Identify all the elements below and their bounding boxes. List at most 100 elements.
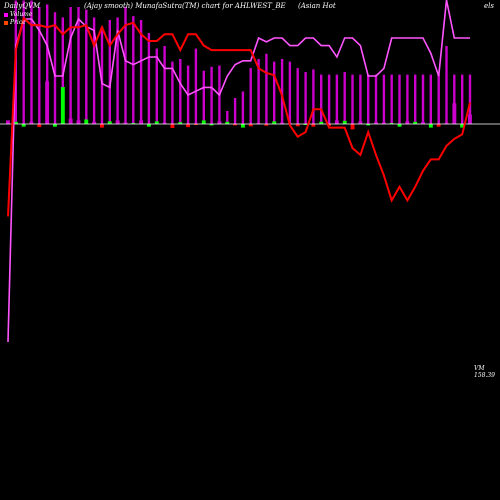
volume-bar: [288, 61, 292, 124]
oscillator-bar: [100, 124, 104, 128]
volume-bar: [437, 74, 440, 124]
oscillator-bar: [84, 119, 89, 124]
volume-bar: [265, 53, 268, 124]
oscillator-bar: [29, 121, 34, 125]
oscillator-bar: [186, 124, 190, 128]
oscillator-bar: [225, 121, 230, 125]
volume-bar: [359, 74, 362, 124]
legend-price: Price: [4, 19, 26, 26]
volume-bar: [100, 26, 104, 124]
oscillator-bar: [6, 120, 10, 124]
volume-bar: [233, 98, 237, 124]
volume-bar: [351, 74, 354, 124]
oscillator-bar: [468, 114, 472, 124]
volume-bar: [367, 74, 370, 124]
oscillator-bar: [201, 120, 206, 124]
volume-bar: [445, 46, 448, 124]
oscillator-bar: [170, 124, 175, 128]
volume-bar: [273, 61, 276, 124]
oscillator-bar: [68, 118, 73, 124]
volume-bar: [335, 74, 339, 124]
oscillator-bar: [60, 87, 65, 124]
volume-bar: [461, 74, 464, 124]
oscillator-bar: [162, 122, 167, 125]
volume-bar: [155, 48, 158, 124]
oscillator-bar: [460, 124, 465, 128]
volume-bar: [453, 74, 456, 124]
volume-bar: [414, 74, 417, 124]
volume-bar: [226, 111, 229, 124]
volume-bar: [147, 33, 151, 124]
volume-bar: [241, 91, 245, 124]
oscillator-bar: [115, 120, 120, 124]
volume-bar: [171, 61, 174, 124]
oscillator-bar: [45, 81, 50, 125]
oscillator-bar: [147, 124, 151, 127]
oscillator-bar: [241, 124, 245, 128]
chart-title-left: DailyQVM: [4, 2, 41, 10]
oscillator-bar: [13, 121, 18, 125]
volume-bar: [163, 46, 166, 124]
legend-volume-swatch: [4, 12, 8, 17]
volume-bar: [179, 59, 182, 124]
oscillator-bar: [436, 124, 441, 127]
volume-bar: [132, 16, 135, 125]
volume-bar: [124, 7, 127, 124]
oscillator-bar: [139, 120, 144, 124]
oscillator-bar: [358, 121, 363, 124]
volume-bar: [249, 68, 252, 124]
legend-volume-label: Volume: [10, 11, 33, 18]
volume-bar: [38, 7, 41, 124]
chart-title-main: (Ajay smooth) MunafaSutra(TM) chart for …: [84, 2, 286, 10]
oscillator-bar: [381, 122, 386, 125]
volume-bar: [92, 17, 96, 124]
legend-volume: Volume: [4, 11, 32, 18]
oscillator-bar: [209, 124, 214, 126]
oscillator-bar: [264, 124, 269, 126]
volume-bar: [85, 9, 88, 125]
oscillator-bar: [53, 124, 57, 127]
oscillator-bar: [334, 120, 339, 124]
oscillator-bar: [374, 122, 378, 124]
oscillator-bar: [342, 120, 347, 124]
oscillator-bar: [92, 121, 97, 125]
volume-bar: [210, 66, 213, 124]
oscillator-bar: [428, 124, 433, 128]
oscillator-bar: [327, 124, 331, 126]
volume-bar: [421, 74, 425, 124]
volume-bar: [304, 72, 307, 124]
chart-title-tail: els: [484, 2, 494, 10]
last-value-label: 158.39: [474, 372, 495, 379]
oscillator-bar: [21, 124, 26, 127]
oscillator-bar: [444, 122, 449, 125]
volume-bar: [343, 72, 346, 124]
oscillator-bar: [319, 121, 324, 125]
volume-bar: [77, 7, 80, 124]
volume-bar: [280, 59, 284, 124]
volume-bar: [22, 0, 25, 124]
volume-bar: [468, 74, 472, 124]
volume-bar: [382, 74, 386, 124]
oscillator-bar: [366, 124, 371, 126]
oscillator-bar: [452, 103, 457, 124]
oscillator-bar: [280, 122, 284, 125]
oscillator-bar: [154, 121, 159, 124]
oscillator-bar: [107, 121, 112, 124]
volume-bar: [327, 74, 331, 124]
volume-bar: [194, 48, 198, 124]
volume-bar: [30, 0, 33, 124]
volume-bar: [69, 7, 72, 124]
volume-bar: [374, 74, 378, 124]
volume-bar: [390, 74, 393, 124]
chart-title-right: (Asian Hot: [298, 2, 336, 10]
last-vm-label: VM: [474, 365, 485, 372]
price-line: [7, 16, 471, 217]
volume-bar: [61, 17, 64, 124]
volume-bar: [108, 20, 111, 124]
oscillator-bar: [194, 124, 198, 125]
oscillator-bar: [413, 121, 418, 125]
volume-bar: [139, 20, 143, 124]
legend-price-swatch: [4, 20, 8, 25]
oscillator-bar: [303, 124, 308, 125]
volume-bar: [257, 59, 260, 124]
